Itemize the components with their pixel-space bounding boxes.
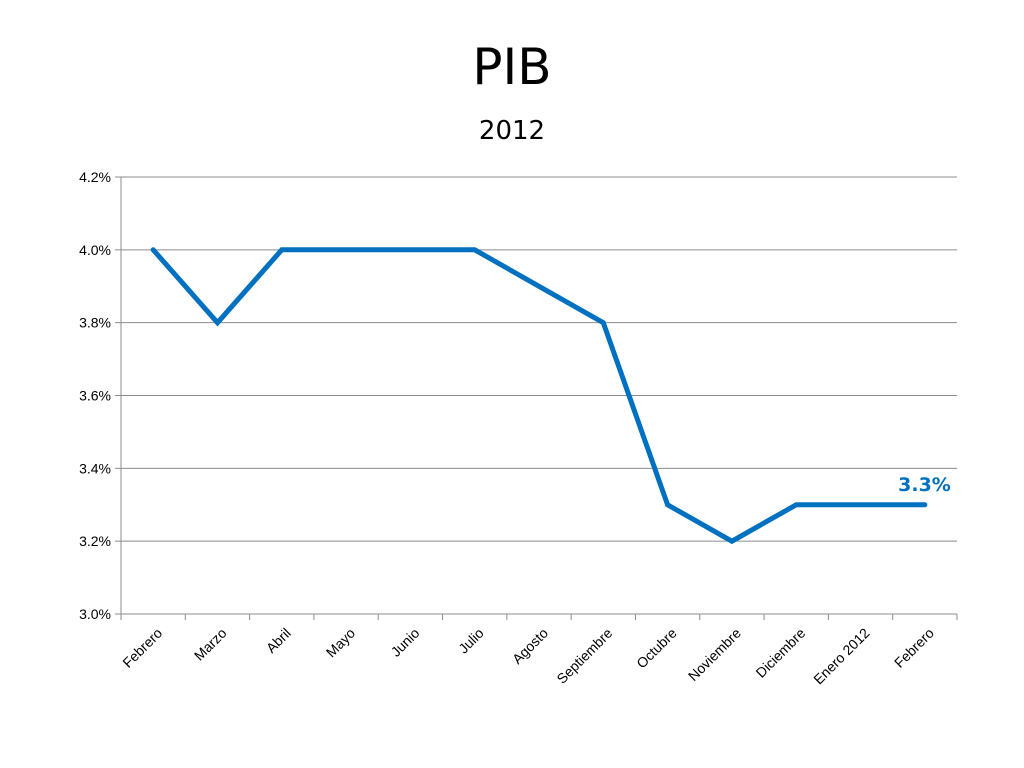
x-tick-label: Julio <box>455 625 487 657</box>
y-tick-label: 3.2% <box>79 533 111 549</box>
x-tick-label: Octubre <box>633 625 680 672</box>
x-tick-label: Febrero <box>119 625 165 671</box>
x-tick-label: Noviembre <box>685 625 744 684</box>
x-tick-label: Febrero <box>891 625 937 671</box>
x-tick-labels: Febrero Marzo Abril Mayo Junio Julio Agosto Sep… <box>119 625 937 688</box>
axes <box>115 176 958 620</box>
y-tick-label: 3.4% <box>79 460 111 476</box>
data-labels: 3.3% <box>898 474 951 496</box>
x-tick-label: Septiembre <box>553 625 615 687</box>
x-tick-label: Agosto <box>509 625 551 667</box>
data-label: 3.3% <box>898 474 951 496</box>
series-layer <box>150 247 928 545</box>
x-tick-label: Marzo <box>191 625 230 664</box>
y-tick-label: 3.6% <box>79 388 111 404</box>
y-tick-labels: 3.0% 3.2% 3.4% 3.6% 3.8% 4.0% 4.2% <box>79 169 111 622</box>
y-tick-label: 4.2% <box>79 169 111 185</box>
x-tick-label: Enero 2012 <box>810 625 873 688</box>
chart-subtitle: 2012 <box>478 116 546 146</box>
x-tick-label: Mayo <box>323 625 359 661</box>
chart-title: PIB <box>472 38 552 96</box>
x-tick-label: Diciembre <box>752 625 808 681</box>
y-tick-label: 4.0% <box>79 242 111 258</box>
x-tick-label: Abril <box>263 625 294 656</box>
y-tick-label: 3.0% <box>79 606 111 622</box>
y-tick-label: 3.8% <box>79 315 111 331</box>
grid-lines <box>121 176 957 542</box>
x-tick-label: Junio <box>388 625 423 660</box>
